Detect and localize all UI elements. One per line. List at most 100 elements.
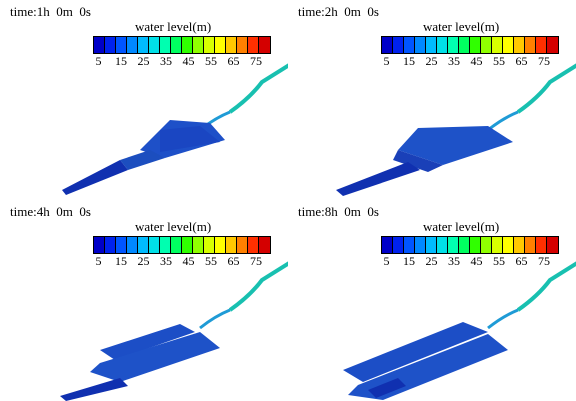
panel-1h: time:1h 0m 0s water level(m) 5 15 25 35 45 55… (0, 0, 288, 200)
colorbar-cell (105, 37, 116, 53)
colorbar-cell (138, 237, 149, 253)
colorbar-cell (525, 237, 536, 253)
colorbar-cell (382, 237, 393, 253)
time-label: time:8h 0m 0s (298, 204, 379, 219)
colorbar-tick-label: 75 (538, 54, 550, 68)
colorbar-tick-label: 5 (383, 254, 390, 268)
legend-title: water level(m) (135, 19, 212, 34)
colorbar-cell (437, 37, 448, 53)
colorbar-tick-label: 5 (383, 54, 390, 68)
colorbar-tick-label: 75 (250, 54, 262, 68)
colorbar-tick-label: 25 (137, 54, 150, 68)
colorbar-tick-label: 15 (403, 54, 415, 68)
colorbar-cell (503, 237, 514, 253)
colorbar-tick-label: 55 (493, 254, 505, 268)
colorbar-cell (437, 237, 448, 253)
colorbar-tick-label: 45 (182, 54, 195, 68)
colorbar-tick-label: 15 (403, 254, 415, 268)
colorbar-cell (470, 237, 481, 253)
colorbar-cell (448, 37, 459, 53)
colorbar-cell (193, 37, 204, 53)
colorbar-cell (547, 37, 558, 53)
colorbar-cell (94, 37, 105, 53)
colorbar-cell (226, 37, 237, 53)
colorbar (93, 236, 271, 254)
flood-map-4h (60, 261, 288, 401)
colorbar-cell (481, 237, 492, 253)
colorbar-cell (481, 37, 492, 53)
colorbar-cell (171, 37, 182, 53)
colorbar-tick-label: 35 (448, 54, 460, 68)
colorbar-cell (160, 237, 171, 253)
panel-4h: time:4h 0m 0s water level(m) 5 15 25 35 45 55… (0, 200, 288, 401)
colorbar-tick-label: 5 (95, 54, 102, 68)
colorbar-tick-label: 35 (448, 254, 460, 268)
colorbar-ticks: 5 15 25 35 45 55 65 75 (381, 254, 563, 270)
colorbar-cell (503, 37, 514, 53)
colorbar-cell (127, 37, 138, 53)
colorbar-tick-label: 75 (250, 254, 262, 268)
colorbar (93, 36, 271, 54)
colorbar-cell (459, 37, 470, 53)
panel-2h: time:2h 0m 0s water level(m) 5 15 25 35 45 55… (288, 0, 576, 200)
flood-map-1h (62, 63, 288, 195)
panel-8h: time:8h 0m 0s water level(m) 5 15 25 35 45 55… (288, 200, 576, 400)
colorbar-cell (248, 237, 259, 253)
time-label: time:2h 0m 0s (298, 4, 379, 19)
colorbar-cell (215, 237, 226, 253)
colorbar-tick-label: 25 (137, 254, 150, 268)
colorbar-tick-label: 35 (160, 254, 172, 268)
time-label: time:1h 0m 0s (10, 4, 91, 19)
colorbar-cell (415, 237, 426, 253)
colorbar-cell (259, 237, 270, 253)
colorbar-cell (393, 237, 404, 253)
colorbar-cell (426, 237, 437, 253)
colorbar-cell (393, 37, 404, 53)
legend-title: water level(m) (423, 219, 500, 234)
colorbar-cell (105, 237, 116, 253)
colorbar-tick-label: 65 (515, 254, 528, 268)
colorbar-cell (492, 37, 503, 53)
colorbar-tick-label: 45 (470, 254, 483, 268)
colorbar-tick-label: 25 (425, 254, 438, 268)
legend-title: water level(m) (135, 219, 212, 234)
colorbar-cell (459, 237, 470, 253)
colorbar (381, 36, 559, 54)
colorbar-cell (426, 37, 437, 53)
colorbar-ticks: 5 15 25 35 45 55 65 75 (381, 54, 563, 70)
colorbar-cell (237, 37, 248, 53)
colorbar-tick-label: 65 (227, 254, 240, 268)
colorbar-tick-label: 55 (493, 54, 505, 68)
colorbar-cell (470, 37, 481, 53)
colorbar-cell (382, 37, 393, 53)
colorbar-cell (248, 37, 259, 53)
colorbar-tick-label: 25 (425, 54, 438, 68)
colorbar-cell (404, 37, 415, 53)
colorbar-cell (138, 37, 149, 53)
colorbar-cell (415, 37, 426, 53)
colorbar-tick-label: 65 (515, 54, 528, 68)
colorbar-ticks: 5 15 25 35 45 55 65 75 (93, 54, 275, 70)
colorbar-cell (259, 37, 270, 53)
time-label: time:4h 0m 0s (10, 204, 91, 219)
colorbar-tick-label: 75 (538, 254, 550, 268)
colorbar-ticks: 5 15 25 35 45 55 65 75 (93, 254, 275, 270)
colorbar-cell (116, 237, 127, 253)
colorbar-tick-label: 35 (160, 54, 172, 68)
colorbar-tick-label: 5 (95, 254, 102, 268)
colorbar-tick-label: 55 (205, 54, 217, 68)
colorbar-cell (204, 237, 215, 253)
colorbar-cell (182, 37, 193, 53)
colorbar-cell (536, 37, 547, 53)
colorbar-cell (149, 237, 160, 253)
colorbar-cell (127, 237, 138, 253)
colorbar-cell (525, 37, 536, 53)
flood-map-2h (336, 63, 576, 196)
colorbar-cell (404, 237, 415, 253)
colorbar-cell (237, 237, 248, 253)
colorbar-tick-label: 15 (115, 254, 127, 268)
colorbar-cell (215, 37, 226, 53)
colorbar-cell (448, 237, 459, 253)
colorbar-cell (193, 237, 204, 253)
colorbar-tick-label: 15 (115, 54, 127, 68)
